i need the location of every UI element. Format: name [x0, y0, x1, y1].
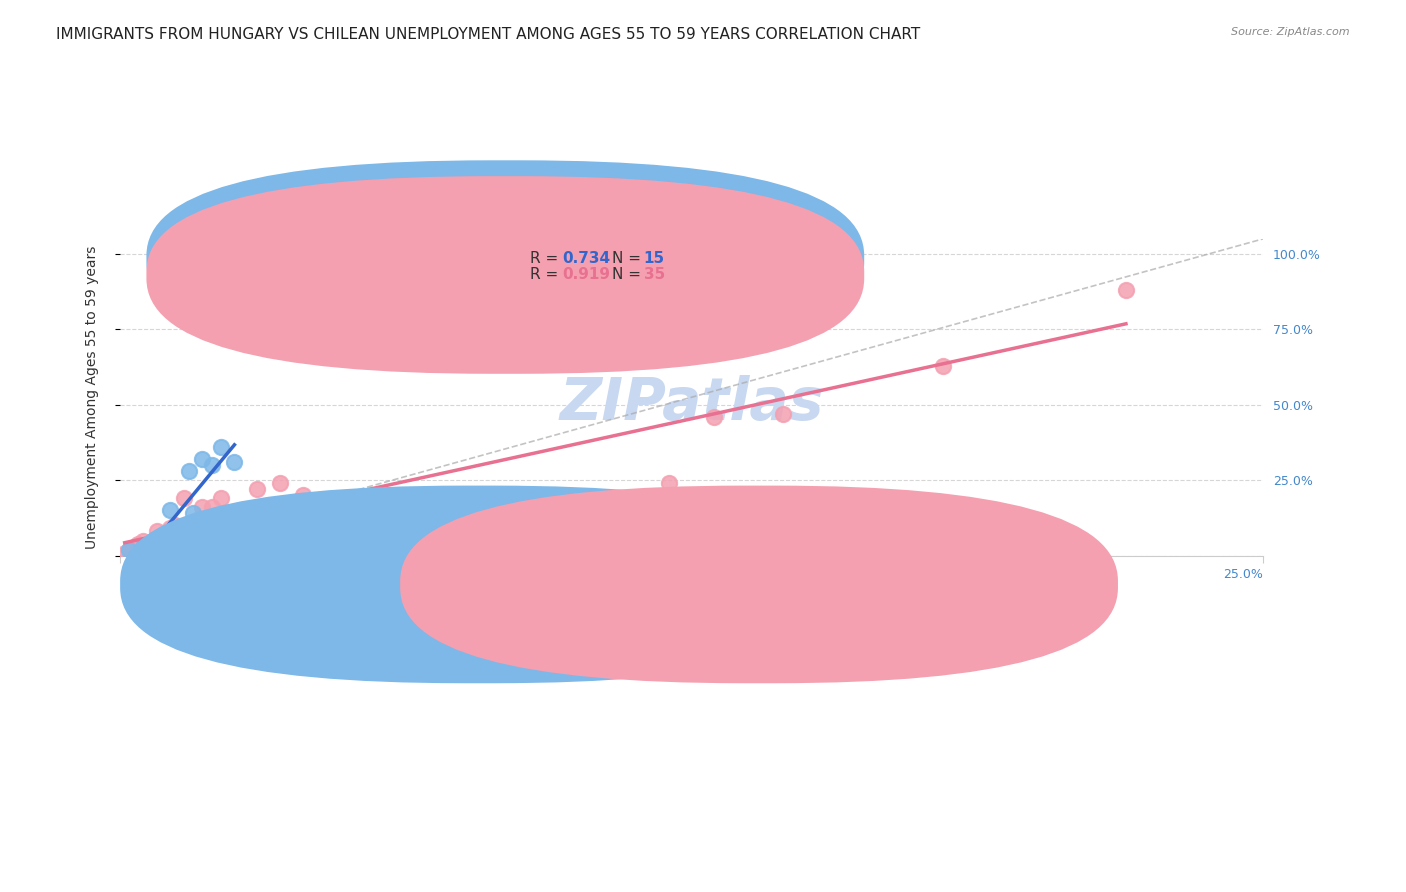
Point [224, 542, 246, 557]
Point [224, 455, 246, 469]
Point [209, 440, 232, 454]
Point [118, 542, 141, 557]
Point [173, 491, 195, 506]
Point [141, 542, 163, 557]
FancyBboxPatch shape [146, 176, 865, 374]
Point [118, 542, 141, 557]
Text: 0.919: 0.919 [562, 267, 610, 282]
Point [141, 536, 163, 550]
Point [159, 521, 181, 535]
Text: IMMIGRANTS FROM HUNGARY VS CHILEAN UNEMPLOYMENT AMONG AGES 55 TO 59 YEARS CORREL: IMMIGRANTS FROM HUNGARY VS CHILEAN UNEMP… [56, 27, 921, 42]
Point [132, 540, 155, 554]
Point [145, 524, 167, 539]
Point [122, 540, 145, 554]
Point [150, 531, 173, 545]
Point [136, 540, 159, 554]
Point [191, 512, 214, 526]
Point [145, 536, 167, 550]
Point [127, 536, 149, 550]
Text: Chileans: Chileans [786, 577, 846, 591]
Point [155, 540, 177, 554]
Point [195, 516, 218, 530]
Point [155, 531, 177, 545]
Point [163, 518, 186, 533]
Point [181, 518, 204, 533]
Point [177, 464, 200, 478]
Point [169, 524, 191, 539]
Text: N =: N = [612, 267, 645, 282]
Text: N =: N = [612, 252, 645, 267]
Point [181, 507, 204, 521]
Point [155, 527, 177, 541]
Point [159, 503, 181, 517]
Point [191, 500, 214, 515]
Point [269, 476, 291, 491]
Text: 15: 15 [644, 252, 665, 267]
Point [187, 516, 209, 530]
Point [658, 476, 681, 491]
Point [292, 488, 315, 502]
Point [132, 542, 155, 557]
Point [114, 545, 136, 559]
Point [772, 407, 794, 421]
Y-axis label: Unemployment Among Ages 55 to 59 years: Unemployment Among Ages 55 to 59 years [86, 245, 100, 549]
FancyBboxPatch shape [120, 485, 838, 683]
Point [1115, 283, 1137, 297]
Text: R =: R = [530, 267, 564, 282]
FancyBboxPatch shape [401, 485, 1118, 683]
Point [122, 545, 145, 559]
Text: Source: ZipAtlas.com: Source: ZipAtlas.com [1232, 27, 1350, 37]
FancyBboxPatch shape [468, 247, 749, 290]
Point [246, 482, 269, 496]
Point [150, 545, 173, 559]
Point [200, 500, 222, 515]
Text: 0.0%: 0.0% [120, 568, 152, 582]
Point [703, 409, 725, 424]
Point [132, 533, 155, 548]
Point [145, 533, 167, 548]
Point [191, 452, 214, 467]
Point [163, 533, 186, 548]
Text: 0.734: 0.734 [562, 252, 610, 267]
Text: 35: 35 [644, 267, 665, 282]
Point [932, 359, 955, 373]
Text: R =: R = [530, 252, 564, 267]
Point [209, 491, 232, 506]
Point [177, 536, 200, 550]
Text: ZIPatlas: ZIPatlas [560, 375, 824, 432]
Point [200, 458, 222, 472]
FancyBboxPatch shape [146, 161, 865, 358]
Text: Immigrants from Hungary: Immigrants from Hungary [506, 577, 686, 591]
Point [127, 542, 149, 557]
Text: 25.0%: 25.0% [1223, 568, 1263, 582]
